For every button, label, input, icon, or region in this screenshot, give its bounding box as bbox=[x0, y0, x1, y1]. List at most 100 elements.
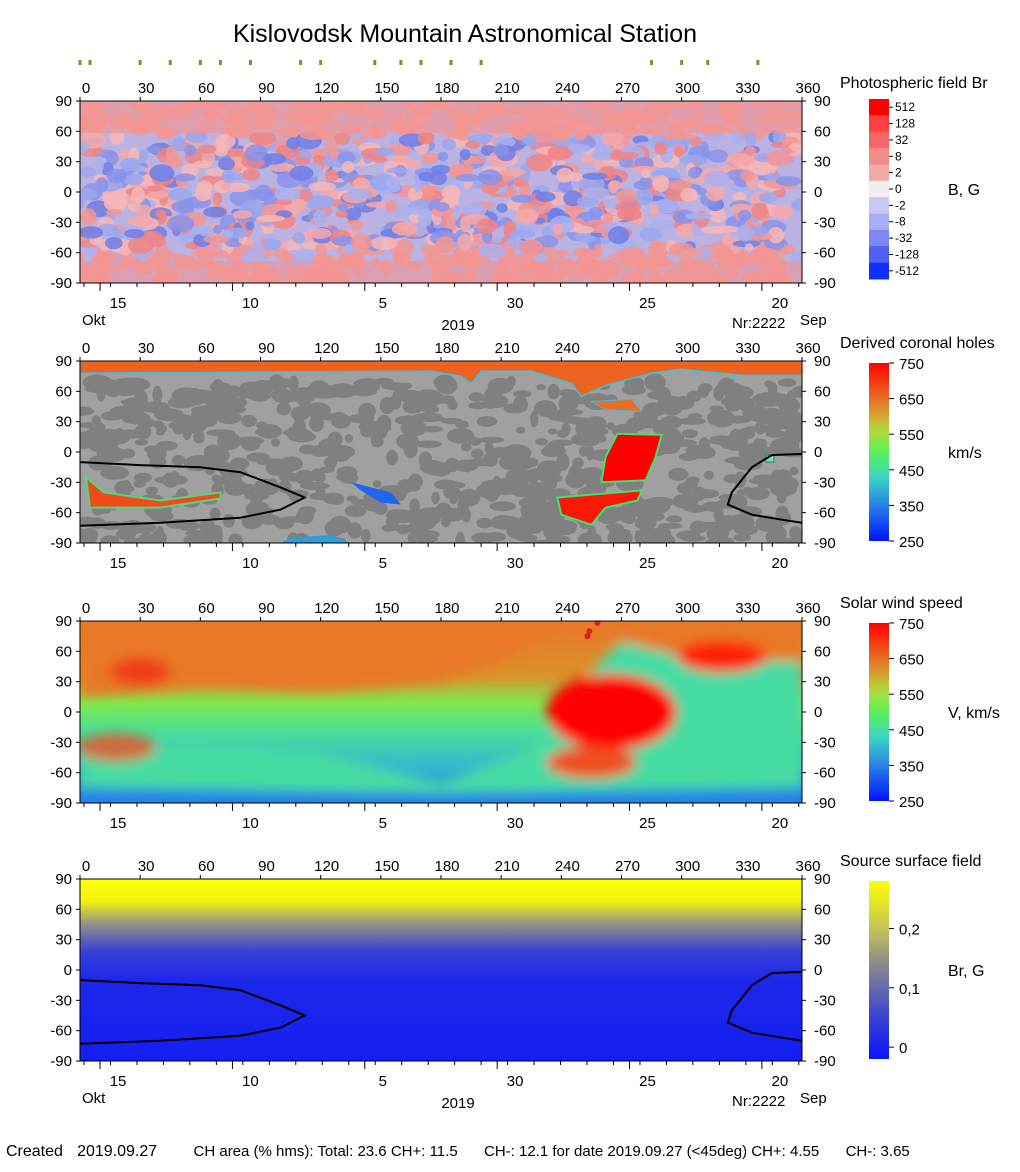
colorbar-tick-label: 0,1 bbox=[899, 981, 920, 998]
y-tick-label-left: 30 bbox=[55, 932, 72, 949]
field-cell bbox=[700, 140, 709, 158]
x-tick-label: 90 bbox=[258, 858, 275, 875]
field-cell bbox=[737, 224, 754, 242]
field-cell bbox=[375, 147, 395, 156]
field-cell bbox=[352, 177, 371, 190]
polarity-cell bbox=[387, 382, 410, 392]
polarity-cell bbox=[413, 511, 432, 520]
x-tick-label: 210 bbox=[495, 80, 520, 97]
y-tick-label-left: 60 bbox=[55, 123, 72, 140]
x-tick-label: 240 bbox=[555, 858, 580, 875]
field-cell bbox=[547, 145, 574, 161]
x-tick-label: 300 bbox=[675, 340, 700, 357]
polarity-cell bbox=[277, 516, 308, 523]
coronal-holes-map bbox=[80, 361, 802, 543]
polarity-cell bbox=[389, 509, 417, 523]
polarity-cell bbox=[217, 432, 242, 451]
polarity-cell bbox=[733, 458, 763, 471]
carrington-marker bbox=[218, 60, 222, 65]
field-cell bbox=[83, 246, 98, 257]
polarity-cell bbox=[509, 520, 519, 536]
polarity-cell bbox=[100, 535, 120, 543]
polarity-cell bbox=[278, 389, 294, 403]
polarity-cell bbox=[666, 515, 683, 523]
colorbar-tick-label: 350 bbox=[899, 758, 924, 775]
field-cell bbox=[667, 180, 692, 191]
field-cell bbox=[633, 180, 652, 190]
colorbar-tick-label: -8 bbox=[895, 215, 906, 229]
field-cell bbox=[612, 151, 640, 160]
field-cell bbox=[146, 145, 163, 154]
polarity-cell bbox=[133, 479, 146, 488]
polarity-cell bbox=[764, 380, 774, 388]
polarity-cell bbox=[327, 431, 343, 448]
field-cell bbox=[323, 140, 340, 147]
polarity-cell bbox=[415, 425, 428, 433]
field-cell bbox=[634, 188, 654, 206]
field-cell bbox=[105, 151, 119, 166]
field-cell bbox=[552, 223, 563, 235]
polarity-cell bbox=[101, 447, 127, 462]
polarity-cell bbox=[776, 538, 801, 543]
date-tick-label: 30 bbox=[507, 295, 524, 312]
field-cell bbox=[740, 169, 755, 182]
field-cell bbox=[649, 204, 659, 216]
field-cell bbox=[639, 227, 662, 242]
field-cell bbox=[615, 189, 638, 203]
y-tick-label-left: 90 bbox=[55, 871, 72, 888]
field-cell bbox=[106, 208, 123, 216]
field-cell bbox=[417, 132, 435, 145]
field-cell bbox=[147, 185, 163, 192]
polarity-cell bbox=[685, 445, 714, 457]
polarity-cell bbox=[692, 489, 720, 499]
field-cell bbox=[313, 209, 327, 226]
colorbar-tick-label: 750 bbox=[899, 616, 924, 633]
field-cell bbox=[675, 133, 696, 140]
colorbar-swatch bbox=[869, 229, 889, 247]
polarity-cell bbox=[386, 450, 399, 466]
polarity-cell bbox=[361, 528, 371, 543]
field-cell bbox=[525, 154, 553, 172]
neutral-line-west bbox=[80, 979, 307, 1045]
field-cell bbox=[343, 251, 363, 263]
y-tick-label-left: -90 bbox=[50, 535, 72, 552]
x-tick-label: 180 bbox=[434, 600, 459, 617]
polarity-cell bbox=[352, 378, 381, 392]
field-cell bbox=[268, 162, 292, 173]
polarity-cell bbox=[745, 487, 770, 501]
x-tick-label: 120 bbox=[314, 858, 339, 875]
polarity-cell bbox=[248, 506, 275, 516]
polarity-cell bbox=[791, 385, 802, 398]
field-cell bbox=[714, 187, 724, 200]
x-tick-label: 180 bbox=[434, 858, 459, 875]
field-cell bbox=[184, 129, 208, 144]
y-tick-label-right: -90 bbox=[814, 535, 836, 552]
colorbar-tick-label: 0 bbox=[899, 1040, 907, 1057]
polarity-cell bbox=[228, 533, 243, 543]
field-cell bbox=[767, 226, 785, 244]
x-tick-label: 30 bbox=[138, 80, 155, 97]
polarity-cell bbox=[657, 522, 683, 530]
date-tick-label: 25 bbox=[639, 815, 656, 832]
polarity-cell bbox=[171, 454, 186, 466]
polarity-cell bbox=[547, 428, 558, 435]
polarity-cell bbox=[412, 535, 438, 543]
wind-fast-north-west bbox=[110, 657, 171, 686]
colorbar-tick-label: 2 bbox=[895, 166, 902, 180]
x-tick-label: 150 bbox=[374, 600, 399, 617]
y-tick-label-left: -60 bbox=[50, 245, 72, 262]
field-cell bbox=[120, 157, 141, 171]
carrington-marker bbox=[168, 60, 172, 65]
field-cell bbox=[477, 169, 503, 185]
polarity-cell bbox=[254, 427, 283, 437]
field-cell bbox=[109, 129, 125, 145]
field-cell bbox=[460, 215, 471, 233]
field-cell bbox=[553, 249, 570, 257]
polarity-cell bbox=[657, 395, 683, 408]
y-tick-label-left: 60 bbox=[55, 383, 72, 400]
polarity-cell bbox=[681, 429, 698, 439]
wind-spot bbox=[586, 628, 593, 635]
month-right-label: Sep bbox=[800, 312, 827, 329]
ch-minus-stats: CH-: 12.1 for date 2019.09.27 (<45deg) C… bbox=[484, 1143, 820, 1160]
